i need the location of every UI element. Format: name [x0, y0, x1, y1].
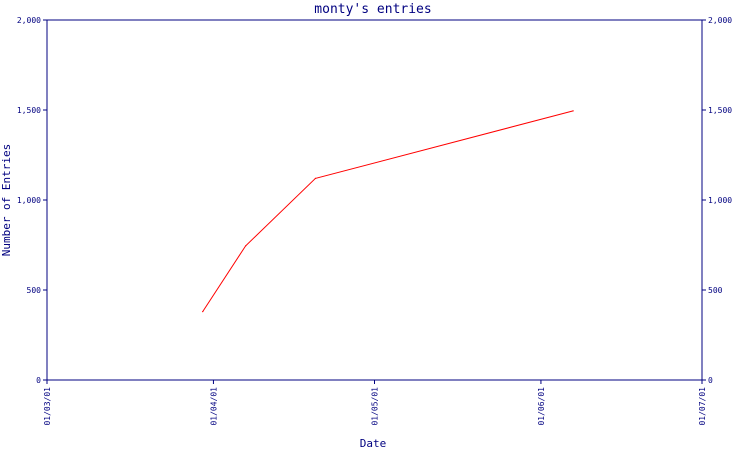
- series-layer: [202, 110, 574, 313]
- x-tick-label: 01/03/01: [43, 387, 52, 426]
- y-tick-label-right: 1,000: [708, 196, 732, 205]
- y-tick-label-left: 500: [27, 286, 42, 295]
- x-axis-title: Date: [360, 437, 387, 450]
- y-tick-label-right: 0: [708, 376, 713, 385]
- y-tick-label-right: 2,000: [708, 16, 732, 25]
- data-point: [314, 177, 317, 179]
- chart-title: monty's entries: [314, 2, 431, 17]
- y-tick-label-left: 0: [36, 376, 41, 385]
- data-point: [572, 110, 574, 112]
- y-tick-label-right: 500: [708, 286, 723, 295]
- x-tick-label: 01/06/01: [537, 387, 546, 426]
- x-tick-label: 01/04/01: [209, 387, 218, 426]
- series-line: [202, 110, 574, 312]
- data-point: [245, 245, 247, 247]
- axis-ticks: 0 0 500 500 1,000 1,000 1,500 1,500 2,000 2,000 01…: [17, 16, 732, 426]
- y-tick-label-right: 1,500: [708, 106, 732, 115]
- x-tick-label: 01/07/01: [698, 387, 707, 426]
- x-tick-label: 01/05/01: [371, 387, 380, 426]
- plot-area-frame: [46, 19, 703, 381]
- y-tick-label-left: 1,000: [17, 196, 41, 205]
- y-tick-label-left: 2,000: [17, 16, 41, 25]
- y-tick-label-left: 1,500: [17, 106, 41, 115]
- y-axis-title: Number of Entries: [0, 144, 13, 257]
- data-point: [202, 311, 204, 313]
